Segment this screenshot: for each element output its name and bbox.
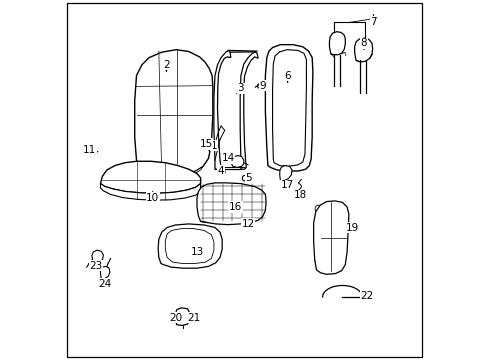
Polygon shape (230, 156, 244, 167)
Text: 20: 20 (169, 312, 183, 323)
Polygon shape (197, 183, 265, 225)
Text: 4: 4 (217, 166, 224, 176)
Polygon shape (313, 201, 348, 274)
Text: 1: 1 (210, 141, 217, 151)
Text: 10: 10 (146, 193, 159, 203)
Text: 14: 14 (221, 153, 234, 163)
Polygon shape (101, 184, 200, 200)
Polygon shape (265, 45, 312, 171)
Text: 2: 2 (163, 60, 169, 70)
Polygon shape (92, 250, 103, 264)
Text: 22: 22 (360, 291, 373, 301)
Polygon shape (213, 50, 230, 169)
Polygon shape (158, 224, 222, 268)
Polygon shape (175, 308, 189, 325)
Text: 5: 5 (245, 173, 252, 183)
Text: 19: 19 (345, 222, 358, 233)
Text: 24: 24 (98, 279, 111, 289)
Text: 15: 15 (199, 139, 212, 149)
Polygon shape (354, 38, 372, 62)
Polygon shape (272, 50, 306, 166)
Text: 18: 18 (293, 190, 306, 200)
Text: 21: 21 (187, 312, 200, 323)
Text: 13: 13 (191, 247, 204, 257)
Text: 8: 8 (360, 38, 366, 48)
Polygon shape (165, 229, 213, 264)
Polygon shape (101, 161, 200, 193)
Text: 11: 11 (83, 145, 96, 156)
Text: 9: 9 (259, 81, 265, 91)
Text: 23: 23 (89, 261, 102, 271)
Text: 17: 17 (280, 180, 293, 190)
Text: 7: 7 (369, 17, 376, 27)
Text: 6: 6 (284, 71, 290, 81)
Polygon shape (329, 32, 345, 55)
Polygon shape (101, 266, 110, 279)
Text: 12: 12 (241, 219, 254, 229)
Text: 3: 3 (237, 83, 244, 93)
Polygon shape (240, 52, 258, 169)
Polygon shape (279, 166, 291, 181)
Polygon shape (140, 166, 203, 178)
Text: 16: 16 (228, 202, 242, 212)
Polygon shape (134, 50, 212, 175)
